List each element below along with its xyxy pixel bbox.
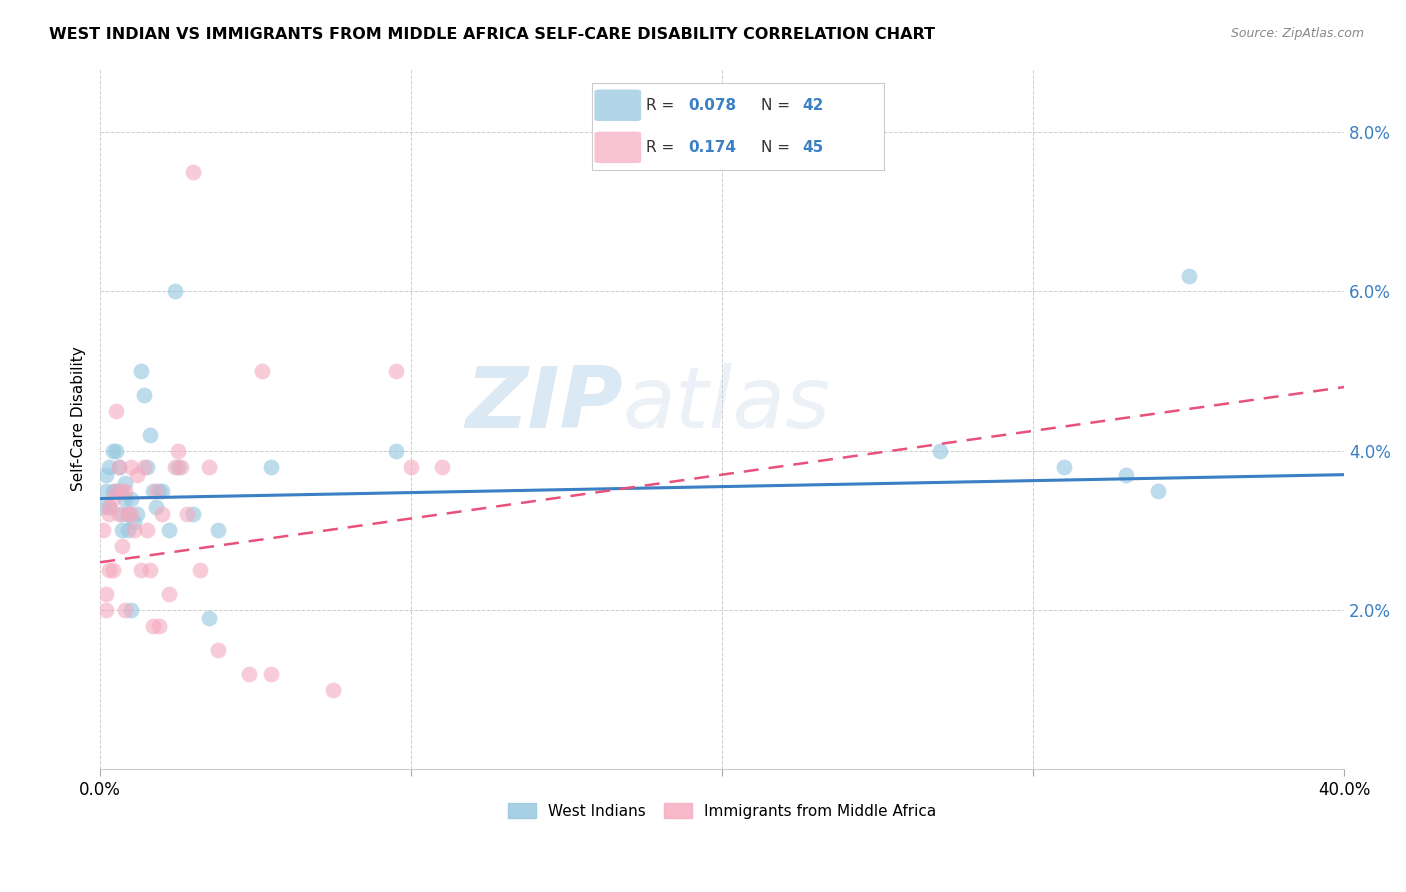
- Point: [104, 483, 127, 498]
- Point: [107, 459, 129, 474]
- Point: [98, 508, 121, 522]
- Point: [120, 459, 142, 474]
- Text: WEST INDIAN VS IMMIGRANTS FROM MIDDLE AFRICA SELF-CARE DISABILITY CORRELATION CH: WEST INDIAN VS IMMIGRANTS FROM MIDDLE AF…: [49, 27, 935, 42]
- Point: [167, 443, 190, 458]
- Point: [117, 524, 139, 538]
- Point: [157, 524, 180, 538]
- Point: [114, 491, 136, 506]
- Point: [101, 563, 124, 577]
- Point: [139, 563, 162, 577]
- Point: [91, 524, 114, 538]
- Point: [207, 643, 229, 657]
- Point: [1115, 467, 1137, 482]
- Point: [124, 516, 146, 530]
- Point: [135, 524, 157, 538]
- Point: [129, 563, 152, 577]
- Point: [98, 500, 121, 514]
- Text: ZIP: ZIP: [465, 363, 623, 446]
- Point: [124, 524, 146, 538]
- Point: [148, 483, 170, 498]
- Point: [198, 611, 221, 625]
- Legend: West Indians, Immigrants from Middle Africa: West Indians, Immigrants from Middle Afr…: [502, 797, 942, 825]
- Point: [98, 459, 121, 474]
- Point: [98, 500, 121, 514]
- Y-axis label: Self-Care Disability: Self-Care Disability: [72, 346, 86, 491]
- Point: [1177, 268, 1199, 283]
- Point: [139, 427, 162, 442]
- Point: [384, 443, 406, 458]
- Point: [98, 563, 121, 577]
- Point: [120, 603, 142, 617]
- Point: [101, 491, 124, 506]
- Point: [176, 508, 198, 522]
- Point: [120, 508, 142, 522]
- Point: [107, 459, 129, 474]
- Point: [132, 459, 155, 474]
- Point: [145, 500, 167, 514]
- Point: [101, 483, 124, 498]
- Text: Source: ZipAtlas.com: Source: ZipAtlas.com: [1230, 27, 1364, 40]
- Point: [322, 682, 344, 697]
- Point: [432, 459, 454, 474]
- Point: [198, 459, 221, 474]
- Point: [91, 500, 114, 514]
- Point: [114, 475, 136, 490]
- Point: [111, 508, 134, 522]
- Point: [117, 508, 139, 522]
- Point: [107, 508, 129, 522]
- Point: [148, 619, 170, 633]
- Point: [145, 483, 167, 498]
- Point: [101, 443, 124, 458]
- Point: [163, 459, 186, 474]
- Point: [384, 364, 406, 378]
- Point: [107, 483, 129, 498]
- Point: [127, 508, 149, 522]
- Point: [928, 443, 950, 458]
- Point: [111, 483, 134, 498]
- Point: [399, 459, 422, 474]
- Point: [163, 285, 186, 299]
- Point: [135, 459, 157, 474]
- Text: atlas: atlas: [623, 363, 831, 446]
- Point: [150, 483, 173, 498]
- Point: [167, 459, 190, 474]
- Point: [142, 619, 165, 633]
- Point: [104, 404, 127, 418]
- Point: [114, 483, 136, 498]
- Point: [170, 459, 193, 474]
- Point: [142, 483, 165, 498]
- Point: [129, 364, 152, 378]
- Point: [96, 483, 118, 498]
- Point: [183, 508, 205, 522]
- Point: [96, 467, 118, 482]
- Point: [104, 483, 127, 498]
- Point: [207, 524, 229, 538]
- Point: [96, 587, 118, 601]
- Point: [260, 666, 283, 681]
- Point: [127, 467, 149, 482]
- Point: [157, 587, 180, 601]
- Point: [238, 666, 260, 681]
- Point: [104, 443, 127, 458]
- Point: [132, 388, 155, 402]
- Point: [250, 364, 273, 378]
- Point: [183, 165, 205, 179]
- Point: [188, 563, 211, 577]
- Point: [1053, 459, 1076, 474]
- Point: [117, 508, 139, 522]
- Point: [150, 508, 173, 522]
- Point: [1146, 483, 1168, 498]
- Point: [120, 491, 142, 506]
- Point: [260, 459, 283, 474]
- Point: [114, 603, 136, 617]
- Point: [111, 539, 134, 553]
- Point: [111, 524, 134, 538]
- Point: [96, 603, 118, 617]
